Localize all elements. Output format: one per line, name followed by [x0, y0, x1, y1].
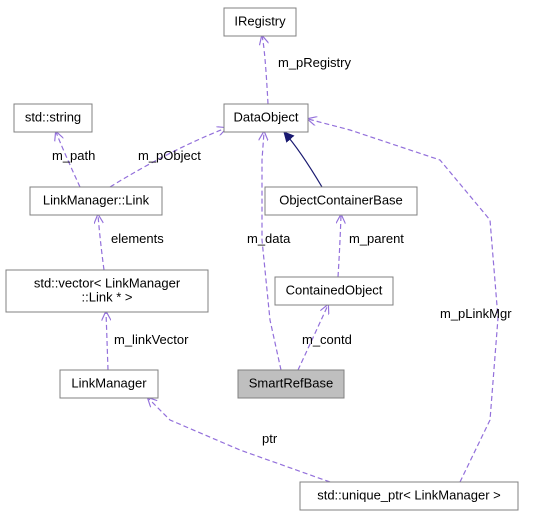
- node-label-linkmgr_link: LinkManager::Link: [43, 192, 150, 207]
- edge-label-linkmanager-stdvector: m_linkVector: [114, 332, 189, 347]
- edge-label-linkmgr_link-stdstring: m_path: [52, 148, 95, 163]
- edge-label-stdvector-linkmgr_link: elements: [111, 231, 164, 246]
- node-smartrefbase: SmartRefBase: [238, 370, 344, 398]
- edge-label-dataobject-iregistry: m_pRegistry: [278, 55, 351, 70]
- edge-label-uniqueptr-dataobject: m_pLinkMgr: [440, 306, 512, 321]
- node-stdstring: std::string: [14, 104, 92, 132]
- node-linkmgr_link: LinkManager::Link: [30, 187, 162, 215]
- node-label-smartrefbase: SmartRefBase: [249, 375, 334, 390]
- edge-linkmanager-stdvector: [106, 312, 108, 370]
- node-label-containedobj: ContainedObject: [286, 282, 383, 297]
- node-iregistry: IRegistry: [224, 8, 296, 36]
- node-stdvector: std::vector< LinkManager::Link * >: [6, 270, 208, 312]
- node-label-linkmanager: LinkManager: [71, 375, 147, 390]
- edge-label-containedobj-objcontbase: m_parent: [349, 231, 404, 246]
- node-dataobject: DataObject: [224, 104, 308, 132]
- edge-label-uniqueptr-linkmanager: ptr: [262, 431, 278, 446]
- edge-label-smartrefbase-dataobject: m_data: [247, 231, 291, 246]
- edge-label-smartrefbase-containedobj: m_contd: [302, 332, 352, 347]
- node-label-stdvector: std::vector< LinkManager: [34, 275, 181, 290]
- edge-smartrefbase-dataobject: [262, 132, 281, 370]
- edge-dataobject-iregistry: [262, 36, 268, 104]
- node-containedobj: ContainedObject: [275, 277, 393, 305]
- node-label-iregistry: IRegistry: [234, 13, 286, 28]
- node-label-stdstring: std::string: [25, 109, 81, 124]
- edge-containedobj-objcontbase: [338, 215, 341, 277]
- node-label-objcontbase: ObjectContainerBase: [279, 192, 403, 207]
- node-uniqueptr: std::unique_ptr< LinkManager >: [300, 482, 518, 510]
- edge-stdvector-linkmgr_link: [98, 215, 104, 270]
- node-linkmanager: LinkManager: [60, 370, 158, 398]
- node-label-uniqueptr: std::unique_ptr< LinkManager >: [317, 487, 501, 502]
- edge-uniqueptr-linkmanager: [148, 398, 330, 482]
- node-label-stdvector: ::Link * >: [82, 289, 133, 304]
- class-diagram: IRegistrystd::string DataObjectLinkManage…: [0, 0, 553, 527]
- node-label-dataobject: DataObject: [233, 109, 298, 124]
- node-objcontbase: ObjectContainerBase: [265, 187, 417, 215]
- edge-objcontbase-dataobject: [284, 132, 322, 187]
- edge-label-linkmgr_link-dataobject: m_pObject: [138, 148, 201, 163]
